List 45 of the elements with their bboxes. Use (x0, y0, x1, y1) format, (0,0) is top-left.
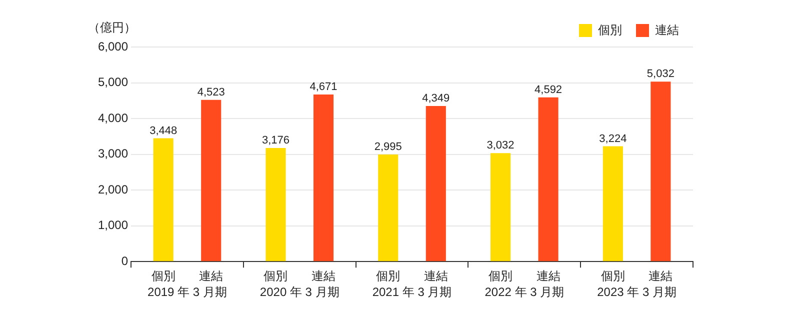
bar (490, 153, 511, 262)
x-tick-label: 2020 年 3 月期 (260, 285, 340, 300)
y-tick-label: 1,000 (98, 218, 128, 232)
y-tick-label: 5,000 (98, 75, 128, 90)
data-label: 4,671 (310, 81, 338, 94)
bar (153, 138, 174, 262)
text: 個別 (151, 268, 176, 283)
bar (266, 148, 286, 262)
data-label: 3,448 (150, 124, 178, 137)
bar (538, 97, 558, 262)
data-label: 4,349 (422, 92, 450, 105)
y-axis-title: （億円） (88, 20, 136, 34)
text: 連結 (424, 268, 448, 283)
y-tick-label: 4,000 (98, 110, 128, 125)
text: 個別 (376, 268, 400, 283)
x-tick-label: 2023 年 3 月期 (597, 285, 676, 300)
legend-label: 個別 (598, 22, 622, 37)
data-label: 4,592 (534, 84, 562, 96)
x-tick-label: 2021 年 3 月期 (372, 285, 452, 300)
y-tick-label: 2,000 (98, 182, 128, 196)
text: 個別 (264, 268, 288, 283)
data-label: 3,176 (262, 134, 290, 147)
text: 連結 (199, 268, 224, 283)
data-label: 3,224 (599, 132, 627, 145)
bar (650, 82, 671, 262)
x-tick-label: 2022 年 3 月期 (484, 285, 564, 300)
text: 連結 (536, 268, 560, 283)
legend-label: 連結 (655, 22, 679, 37)
bar (201, 100, 222, 262)
y-tick-label: 6,000 (98, 39, 128, 54)
data-label: 2,995 (374, 141, 402, 154)
bar (378, 154, 398, 262)
bar (313, 94, 334, 262)
text: 連結 (648, 268, 673, 283)
data-label: 5,032 (646, 68, 674, 80)
bar (602, 146, 623, 262)
y-tick-label: 3,000 (98, 146, 128, 161)
data-label: 3,032 (486, 140, 514, 152)
text: 個別 (488, 268, 513, 283)
y-tick-label: 0 (121, 254, 128, 268)
data-label: 4,523 (197, 86, 225, 98)
bar (426, 106, 446, 262)
text: 連結 (312, 268, 336, 283)
text: 個別 (600, 268, 625, 283)
x-tick-label: 2019 年 3 月期 (148, 285, 227, 300)
